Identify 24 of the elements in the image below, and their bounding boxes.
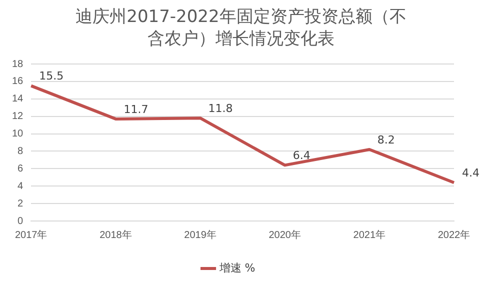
data-label: 6.4 <box>292 149 310 162</box>
x-tick-label: 2021年 <box>353 228 386 241</box>
y-tick-label: 8 <box>18 146 24 157</box>
chart-title: 迪庆州2017-2022年固定资产投资总额（不含农户）增长情况变化表 <box>74 6 408 50</box>
legend-label: 增速 % <box>218 261 256 274</box>
y-tick-label: 18 <box>12 58 24 70</box>
x-tick-label: 2020年 <box>268 228 301 241</box>
data-label: 4.4 <box>462 166 480 180</box>
y-tick-label: 16 <box>12 76 24 88</box>
y-tick-label: 14 <box>12 94 24 105</box>
x-tick-label: 2022年 <box>438 228 470 241</box>
data-label: 15.5 <box>39 70 64 83</box>
y-tick-label: 12 <box>12 111 24 122</box>
y-tick-label: 2 <box>18 198 24 210</box>
data-label: 8.2 <box>377 133 395 146</box>
y-tick-label: 6 <box>18 163 24 174</box>
x-tick-label: 2018年 <box>100 228 132 241</box>
data-label: 11.8 <box>208 102 233 115</box>
x-tick-label: 2017年 <box>15 228 48 241</box>
y-tick-label: 0 <box>18 216 24 227</box>
data-label: 11.7 <box>124 102 148 116</box>
x-tick-label: 2019年 <box>184 228 216 241</box>
y-tick-label: 10 <box>12 128 24 140</box>
y-tick-label: 4 <box>18 180 24 192</box>
